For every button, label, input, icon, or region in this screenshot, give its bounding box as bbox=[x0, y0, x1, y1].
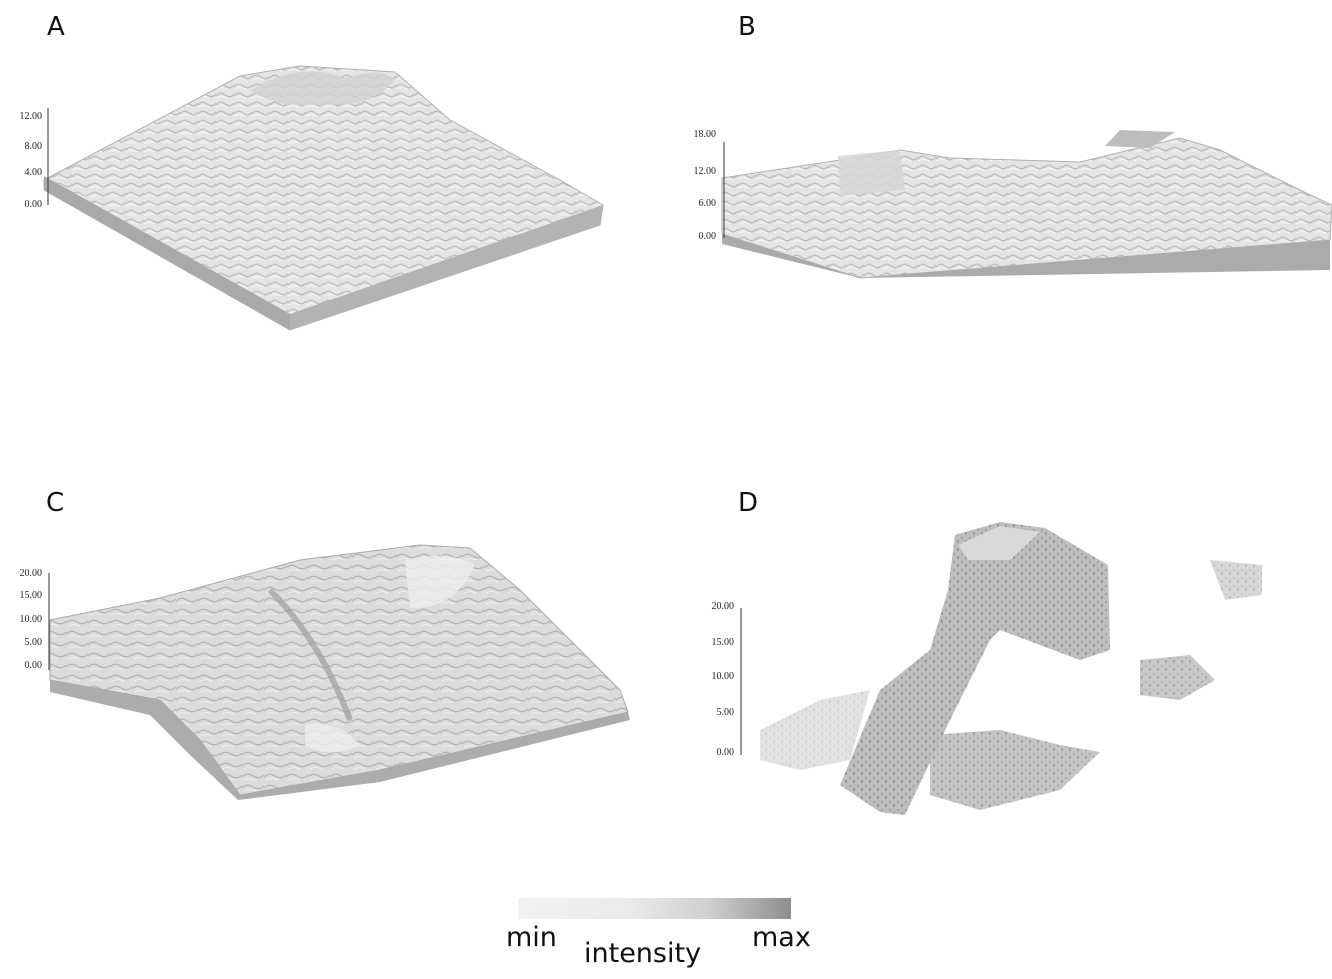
legend-max-label: max bbox=[752, 922, 811, 953]
tick-label-c-0: 20.00 bbox=[19, 568, 43, 579]
surface-b bbox=[721, 130, 1332, 279]
tick-label-a-0: 12.00 bbox=[19, 111, 43, 122]
tick-label-b-0: 18.00 bbox=[693, 129, 717, 140]
axis-lines bbox=[47, 108, 742, 755]
tick-label-c-1: 15.00 bbox=[19, 590, 43, 601]
tick-label-d-2: 10.00 bbox=[711, 671, 735, 682]
surface-a bbox=[43, 65, 604, 331]
tick-label-a-3: 0.00 bbox=[24, 199, 43, 210]
panel-label-a: A bbox=[47, 12, 65, 42]
tick-label-d-4: 0.00 bbox=[716, 747, 735, 758]
tick-label-a-1: 8.00 bbox=[24, 141, 43, 152]
surface-d bbox=[760, 522, 1262, 815]
tick-label-c-3: 5.00 bbox=[24, 637, 43, 648]
tick-label-b-2: 6.00 bbox=[698, 198, 717, 209]
tick-label-b-3: 0.00 bbox=[698, 231, 717, 242]
tick-label-c-4: 0.00 bbox=[24, 660, 43, 671]
legend-intensity-label: intensity bbox=[584, 938, 702, 969]
surface-c bbox=[49, 544, 630, 800]
panel-label-b: B bbox=[738, 12, 756, 42]
panel-label-c: C bbox=[46, 488, 65, 518]
tick-label-d-1: 15.00 bbox=[711, 637, 735, 648]
intensity-colorbar bbox=[518, 898, 791, 919]
tick-label-b-1: 12.00 bbox=[693, 166, 717, 177]
tick-label-a-2: 4.00 bbox=[24, 167, 43, 178]
tick-label-d-3: 5.00 bbox=[716, 707, 735, 718]
panel-label-d: D bbox=[738, 488, 759, 518]
tick-label-c-2: 10.00 bbox=[19, 614, 43, 625]
legend-min-label: min bbox=[506, 922, 557, 953]
tick-label-d-0: 20.00 bbox=[711, 601, 735, 612]
